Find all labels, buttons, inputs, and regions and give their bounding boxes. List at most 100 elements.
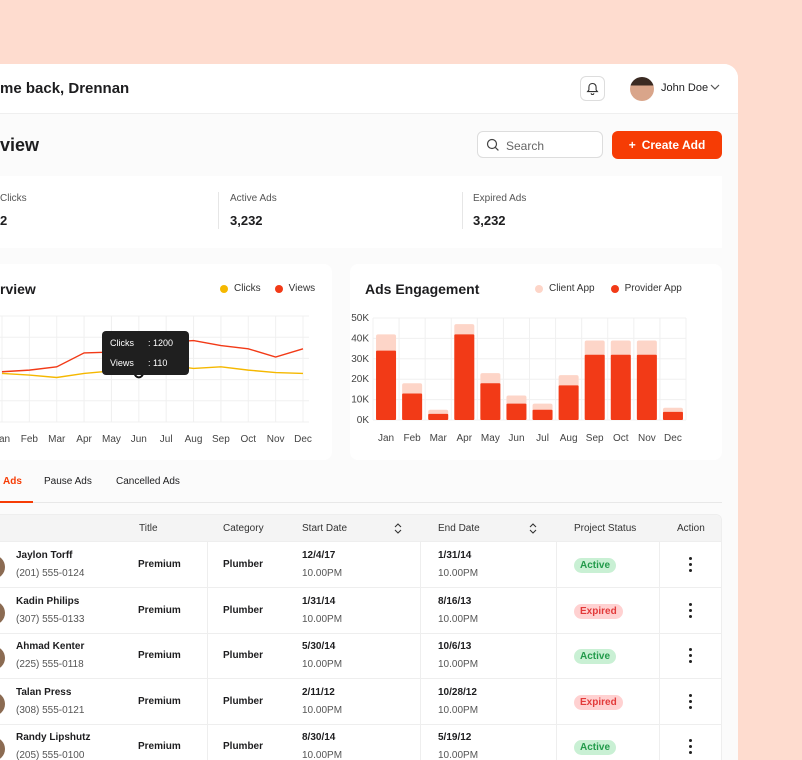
row-end-time: 10.00PM xyxy=(438,704,479,716)
top-bar: me back, Drennan John Doe xyxy=(0,64,738,114)
table-row[interactable]: Randy Lipshutz (205) 555-0100 Premium Plumb… xyxy=(0,725,721,760)
tooltip-views-value: : 110 xyxy=(148,358,168,368)
row-category: Plumber xyxy=(223,695,264,707)
table-row[interactable]: Ahmad Kenter (225) 555-0118 Premium Plumber… xyxy=(0,634,721,679)
stat-label: Clicks xyxy=(0,193,27,204)
sort-icon[interactable] xyxy=(393,522,403,535)
more-actions-icon[interactable] xyxy=(689,602,693,619)
bar-provider-app[interactable] xyxy=(610,354,631,420)
tab-ads[interactable]: Ads xyxy=(3,476,22,487)
row-end-date: 8/16/13 xyxy=(438,595,472,607)
overview-legend: Clicks Views xyxy=(220,283,315,294)
column-divider xyxy=(207,542,208,760)
tooltip-clicks-value: : 1200 xyxy=(148,338,174,348)
x-tick-label: Jul xyxy=(536,433,549,444)
overview-card: rview Clicks Views Jan Feb Mar Apr May Jun Jul… xyxy=(0,264,332,460)
row-start-date: 1/31/14 xyxy=(302,595,336,607)
row-name: Randy Lipshutz xyxy=(16,732,91,743)
x-tick-label: Feb xyxy=(21,434,39,445)
x-tick-label: Sep xyxy=(586,433,604,444)
bar-provider-app[interactable] xyxy=(480,383,501,420)
notification-button[interactable] xyxy=(580,76,605,101)
x-tick-label: Jun xyxy=(131,434,147,445)
bar-provider-app[interactable] xyxy=(636,354,657,420)
status-badge: Expired xyxy=(574,694,623,710)
more-actions-icon[interactable] xyxy=(689,648,693,664)
user-name[interactable]: John Doe xyxy=(661,82,709,94)
divider xyxy=(218,192,219,229)
row-name: Jaylon Torff xyxy=(16,550,73,561)
column-header-end-date[interactable]: End Date xyxy=(438,523,480,534)
row-end-date: 5/19/12 xyxy=(438,732,472,743)
tab-pause-ads[interactable]: Pause Ads xyxy=(44,476,92,487)
bar-provider-app[interactable] xyxy=(532,409,553,420)
x-tick-label: Aug xyxy=(185,434,203,445)
row-name: Kadin Philips xyxy=(16,595,80,607)
bar-provider-app[interactable] xyxy=(376,350,397,420)
legend-swatch xyxy=(220,284,228,293)
table-row[interactable]: Jaylon Torff (201) 555-0124 Premium Plumber… xyxy=(0,543,721,588)
row-start-time: 10.00PM xyxy=(302,659,343,670)
x-tick-label: Oct xyxy=(240,434,256,445)
row-title: Premium xyxy=(138,650,181,661)
table-row[interactable]: Kadin Philips (307) 555-0133 Premium Plumbe… xyxy=(0,589,721,634)
tab-cancelled-ads[interactable]: Cancelled Ads xyxy=(116,476,180,487)
search-input[interactable]: Search xyxy=(477,131,603,158)
more-actions-icon[interactable] xyxy=(689,693,693,710)
row-start-time: 10.00PM xyxy=(302,613,343,625)
column-header-category: Category xyxy=(223,523,264,534)
row-title: Premium xyxy=(138,741,181,752)
row-phone: (205) 555-0100 xyxy=(16,750,85,760)
active-tab-indicator xyxy=(0,501,33,503)
engagement-card: Ads Engagement Client App Provider App 0… xyxy=(350,264,722,460)
x-tick-label: Oct xyxy=(613,433,629,444)
bar-provider-app[interactable] xyxy=(584,354,605,420)
create-add-button[interactable]: + Create Add xyxy=(612,131,722,159)
row-category: Plumber xyxy=(223,650,264,661)
welcome-text: me back, Drennan xyxy=(0,80,130,97)
bar-provider-app[interactable] xyxy=(506,403,527,420)
bar-provider-app[interactable] xyxy=(558,385,579,420)
column-header-start-date[interactable]: Start Date xyxy=(302,523,348,534)
bar-provider-app[interactable] xyxy=(402,393,423,420)
table-row[interactable]: Talan Press (308) 555-0121 Premium Plumber 2… xyxy=(0,680,721,725)
row-end-time: 10.00PM xyxy=(438,750,479,760)
more-actions-icon[interactable] xyxy=(689,557,693,573)
avatar xyxy=(0,555,5,579)
x-tick-label: Jul xyxy=(160,434,173,445)
bell-icon xyxy=(586,82,599,95)
chevron-down-icon[interactable] xyxy=(709,81,721,93)
dashboard-panel: me back, Drennan John Doe view Search + … xyxy=(0,64,738,760)
row-title: Premium xyxy=(138,695,181,707)
page-title: view xyxy=(0,135,40,155)
legend-label: Views xyxy=(288,283,316,294)
x-tick-label: Jun xyxy=(508,433,524,444)
bar-provider-app[interactable] xyxy=(428,413,449,420)
tooltip-clicks-label: Clicks xyxy=(110,338,134,348)
row-category: Plumber xyxy=(223,559,264,570)
stats-bar: Clicks 2 Active Ads 3,232 Expired Ads 3,… xyxy=(0,176,722,248)
avatar xyxy=(0,646,5,670)
row-name: Talan Press xyxy=(16,686,72,698)
x-tick-label: Feb xyxy=(404,433,422,444)
row-start-date: 12/4/17 xyxy=(302,550,336,561)
avatar xyxy=(0,737,5,760)
row-end-date: 10/6/13 xyxy=(438,641,472,652)
sort-icon[interactable] xyxy=(528,522,538,535)
column-divider xyxy=(556,542,557,760)
x-tick-label: Jan xyxy=(378,433,394,444)
row-end-date: 10/28/12 xyxy=(438,686,477,698)
bar-provider-app[interactable] xyxy=(662,411,683,420)
x-tick-label: Sep xyxy=(212,434,230,445)
bar-provider-app[interactable] xyxy=(454,334,475,420)
engagement-legend: Client App Provider App xyxy=(535,283,682,294)
more-actions-icon[interactable] xyxy=(689,739,693,755)
plus-icon: + xyxy=(628,138,636,152)
user-avatar[interactable] xyxy=(630,77,654,101)
table-header: Title Category Start Date End Date Proje… xyxy=(0,515,721,542)
avatar xyxy=(0,691,5,716)
row-start-time: 10.00PM xyxy=(302,750,343,760)
stat-value: 3,232 xyxy=(473,213,506,228)
ads-table: Title Category Start Date End Date Proje… xyxy=(0,514,722,760)
avatar xyxy=(0,600,5,625)
